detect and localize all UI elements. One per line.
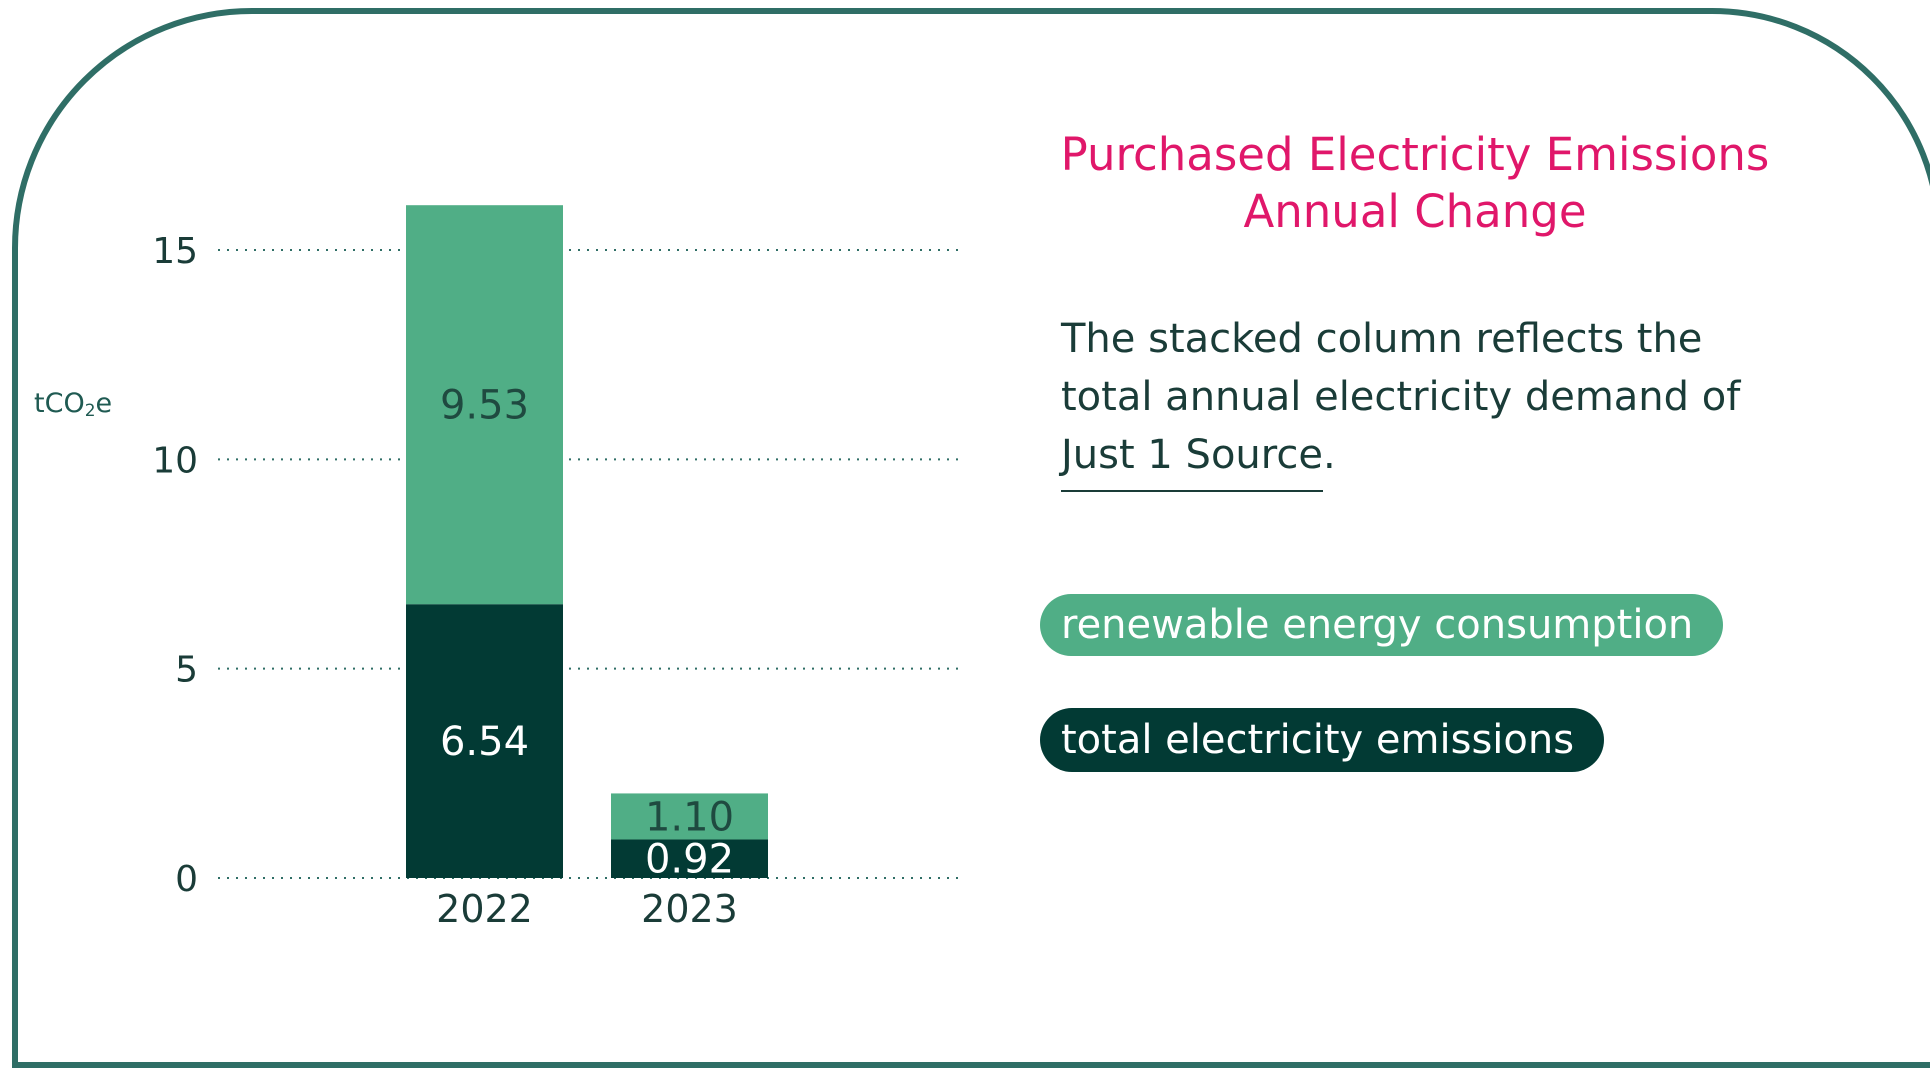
data-label: 0.92 [645,837,734,883]
bar-segment [611,839,768,878]
data-label: 9.53 [440,383,529,429]
data-label: 6.54 [440,719,529,765]
description-end: . [1322,432,1336,478]
y-axis-unit-label: tCO2e [34,388,113,421]
y-tick-label: 15 [152,231,198,272]
chart-title-line1: Purchased Electricity Emissions [1060,128,1770,181]
stacked-column-chart: 0 5 10 15 6.54 9.53 2022 0.921.10 2023 [152,205,958,931]
data-label: 1.10 [645,794,734,840]
y-tick-label: 0 [175,859,198,900]
description-text: The stacked column reflects the total an… [1061,316,1741,420]
bar-segment [406,604,563,878]
bar-segment [611,793,768,840]
bar-segment [406,205,563,605]
chart-description: The stacked column reflects the total an… [1061,310,1781,492]
legend-renewable-energy: renewable energy consumption [1040,594,1724,656]
x-tick-label: 2023 [641,887,738,931]
chart-title-line2: Annual Change [1243,185,1587,238]
company-link[interactable]: Just 1 Source [1061,432,1323,492]
y-tick-label: 10 [152,440,198,481]
chart-card [12,8,1930,1068]
y-tick-label: 5 [175,650,198,691]
legend-total-emissions: total electricity emissions [1040,708,1605,772]
chart-title: Purchased Electricity Emissions Annual C… [1030,126,1800,240]
x-tick-label: 2022 [436,887,533,931]
